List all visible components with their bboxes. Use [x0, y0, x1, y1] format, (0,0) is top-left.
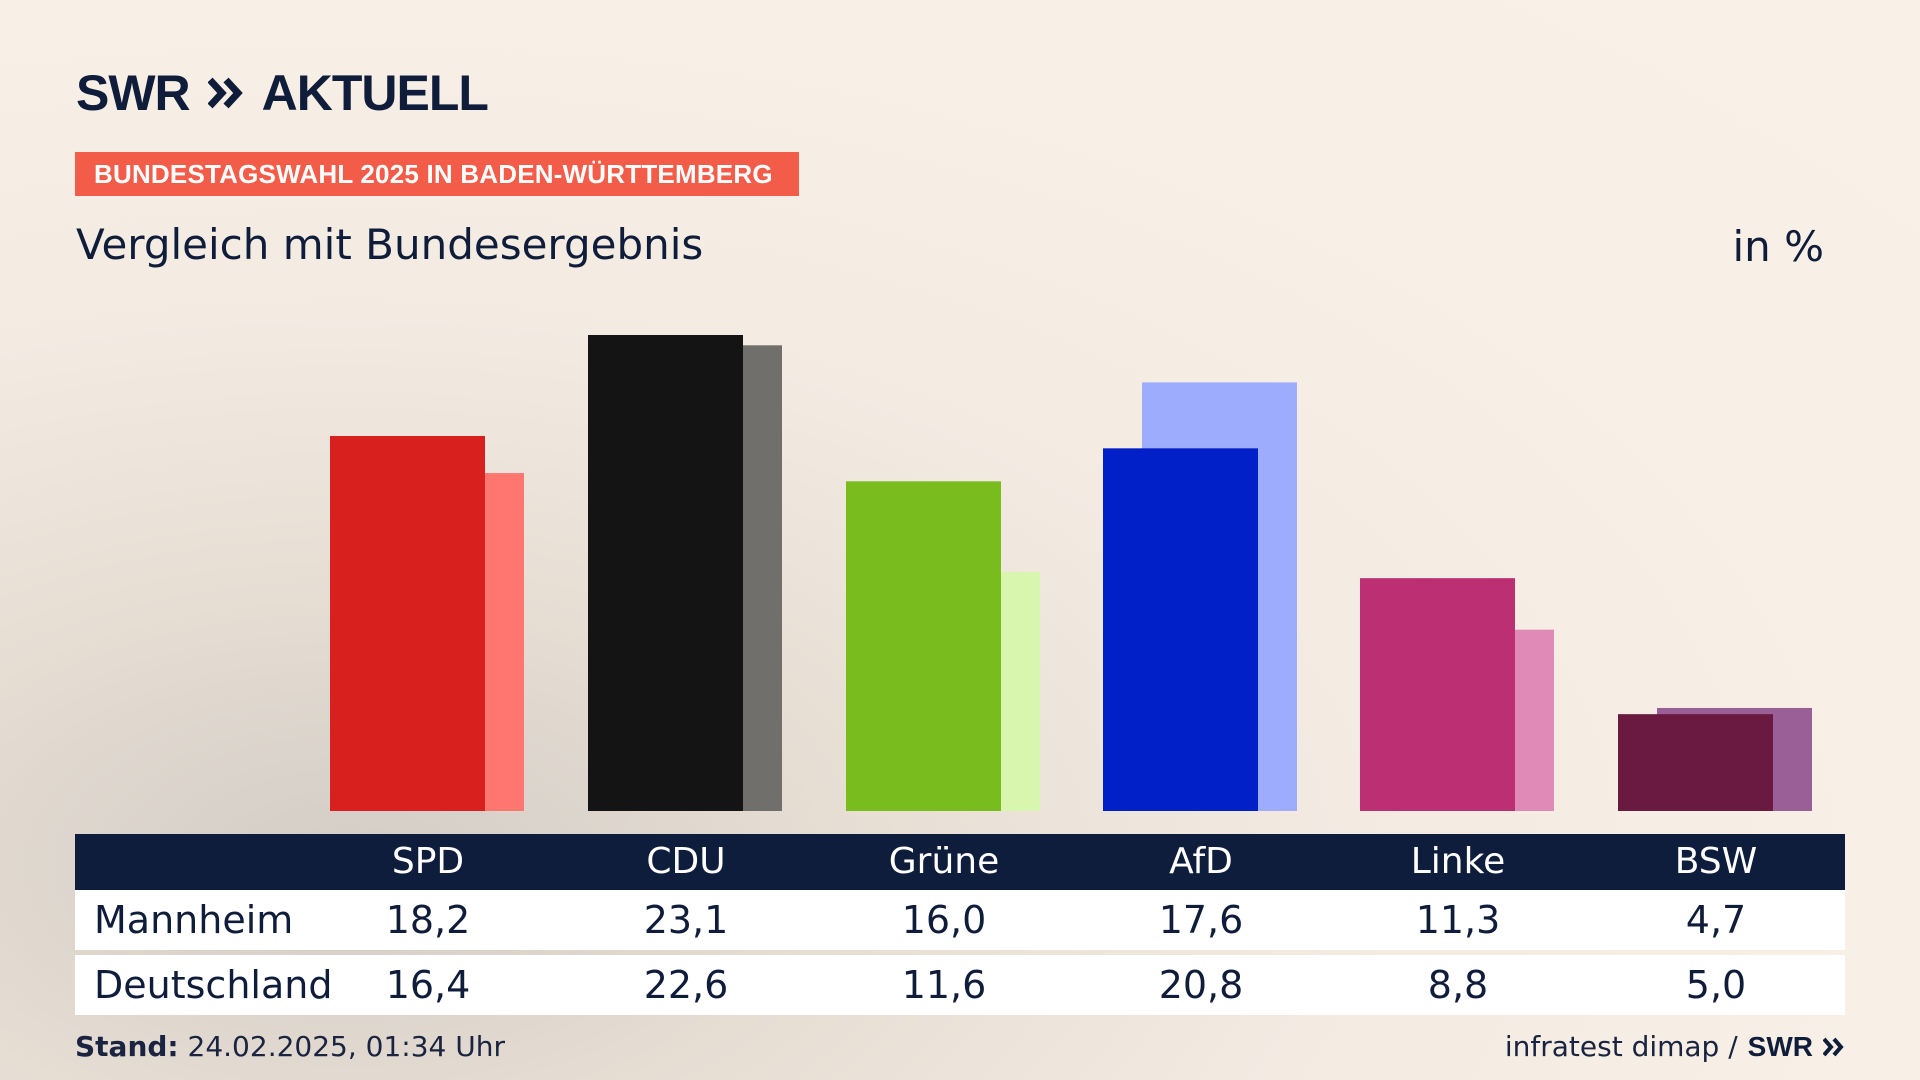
logo-aktuell-text: AKTUELL: [261, 65, 489, 121]
chart-subtitle: Vergleich mit Bundesergebnis: [76, 220, 704, 269]
table-body: Mannheim 18,2 23,1 16,0 17,6 11,3 4,7 Deutschla…: [75, 890, 1845, 1015]
source-text: infratest dimap /: [1504, 1030, 1738, 1063]
table-cell: 11,3: [1415, 898, 1501, 942]
bar-mannheim-afd: [1103, 448, 1258, 811]
stand-timestamp: Stand: 24.02.2025, 01:34 Uhr: [75, 1030, 505, 1063]
row-label: Mannheim: [94, 898, 294, 942]
table-cell: 20,8: [1158, 963, 1244, 1007]
row-label: Deutschland: [94, 963, 333, 1007]
stand-value: 24.02.2025, 01:34 Uhr: [187, 1030, 505, 1063]
column-header-spd: SPD: [391, 841, 465, 882]
table-row: Deutschland 16,4 22,6 11,6 20,8 8,8 5,0: [75, 955, 1845, 1015]
bar-mannheim-cdu: [588, 335, 743, 811]
table-cell: 16,0: [901, 898, 987, 942]
stand-label: Stand:: [75, 1030, 179, 1063]
column-header-grüne: Grüne: [888, 841, 1000, 882]
source-credit: infratest dimap / SWR: [1505, 1030, 1845, 1063]
column-header-bsw: BSW: [1674, 841, 1758, 882]
table-cell: 11,6: [901, 963, 987, 1007]
election-badge: BUNDESTAGSWAHL 2025 IN BADEN-WÜRTTEMBERG: [75, 152, 799, 196]
column-header-afd: AfD: [1169, 841, 1233, 882]
unit-label: in %: [1732, 222, 1824, 271]
table-cell: 4,7: [1685, 898, 1747, 942]
table-cell: 8,8: [1427, 963, 1489, 1007]
double-chevron-icon-small: [1823, 1037, 1844, 1056]
table-cell: 5,0: [1685, 963, 1747, 1007]
bar-mannheim-gruene: [846, 481, 1001, 811]
bar-mannheim-bsw: [1618, 714, 1773, 811]
swr-aktuell-logo: SWR AKTUELL: [76, 65, 489, 121]
double-chevron-icon: [207, 77, 243, 109]
table-row: Mannheim 18,2 23,1 16,0 17,6 11,3 4,7: [75, 890, 1845, 950]
table-cell: 18,2: [385, 898, 471, 942]
column-header-cdu: CDU: [646, 841, 726, 882]
logo-swr-text: SWR: [76, 65, 191, 121]
table-cell: 16,4: [385, 963, 471, 1007]
bar-mannheim-linke: [1360, 578, 1515, 811]
table-header: SPD CDU Grüne AfD Linke BSW: [75, 834, 1845, 890]
results-table: SPD CDU Grüne AfD Linke BSW Mannheim 18,2 23,1 1…: [75, 834, 1845, 1015]
table-cell: 22,6: [643, 963, 729, 1007]
column-header-linke: Linke: [1410, 841, 1506, 882]
source-logo-text: SWR: [1747, 1030, 1813, 1062]
table-cell: 17,6: [1158, 898, 1244, 942]
table-cell: 23,1: [643, 898, 729, 942]
bar-mannheim-spd: [330, 435, 485, 811]
